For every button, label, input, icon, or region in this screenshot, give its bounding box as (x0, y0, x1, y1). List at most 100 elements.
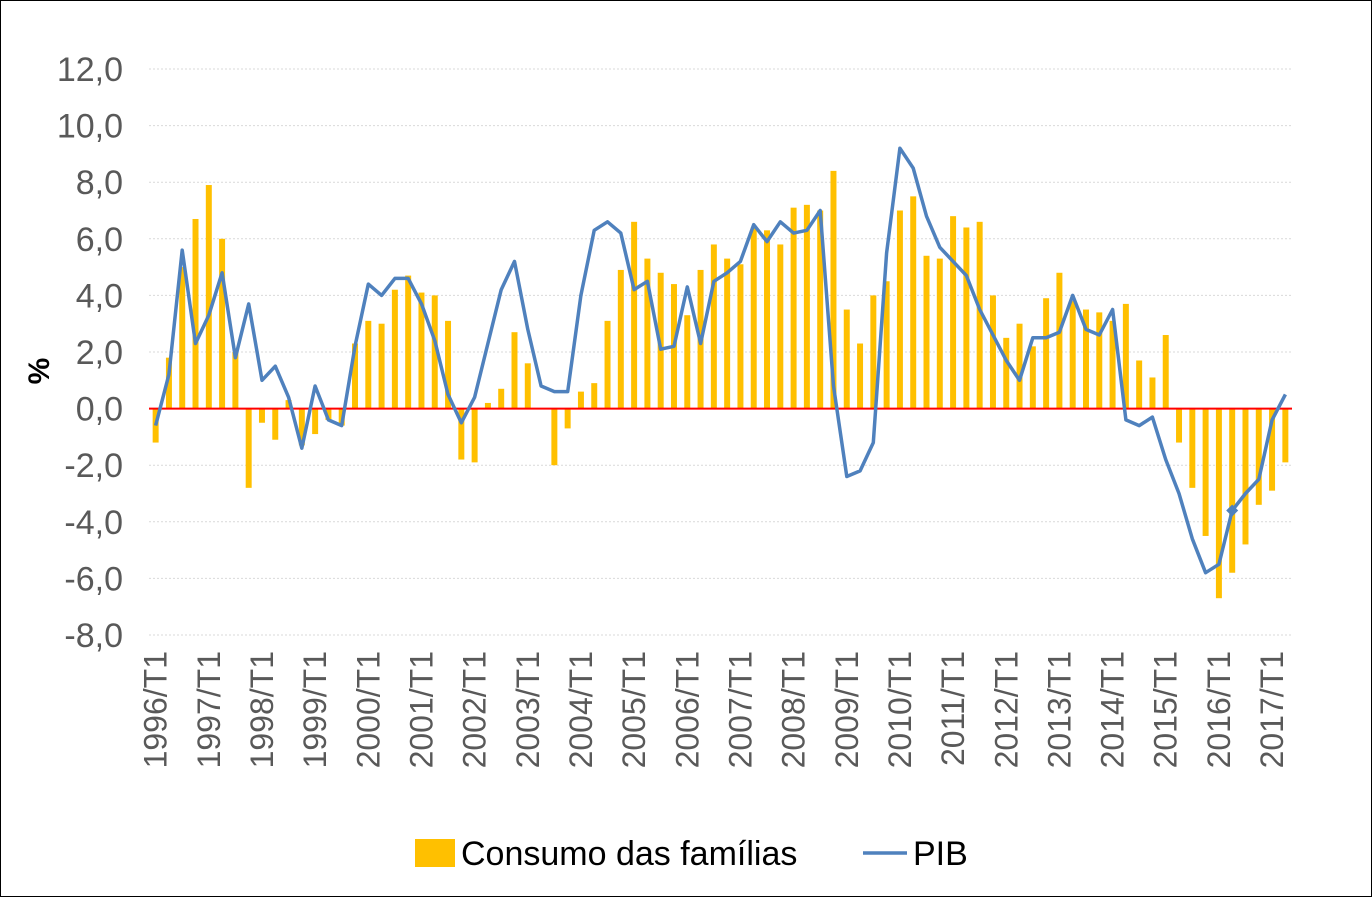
consumo-bar (165, 357, 172, 409)
consumo-bar (1202, 408, 1209, 536)
consumo-bar (817, 210, 824, 409)
consumo-bar (205, 185, 212, 409)
legend-label-pib: PIB (913, 835, 968, 873)
consumo-bar (365, 320, 372, 409)
x-tick-label: 1997/T1 (191, 651, 227, 768)
consumo-bar (963, 227, 970, 409)
y-tick-label: 0,0 (76, 391, 123, 429)
pib-point-marker (1226, 504, 1239, 517)
consumo-bar (923, 255, 930, 409)
x-tick-label: 2014/T1 (1095, 651, 1131, 768)
x-tick-label: 1996/T1 (138, 651, 174, 768)
consumo-bar (883, 281, 890, 409)
consumo-bar (232, 352, 239, 409)
consumo-bar (1176, 408, 1183, 443)
consumo-bar (1096, 312, 1103, 409)
x-tick-label: 2006/T1 (669, 651, 705, 768)
x-tick-label: 2016/T1 (1201, 651, 1237, 768)
consumo-bar (710, 244, 717, 409)
y-tick-label: 12,0 (57, 51, 123, 89)
y-tick-label: 4,0 (76, 277, 123, 315)
consumo-bar (1189, 408, 1196, 488)
x-tick-label: 2008/T1 (776, 651, 812, 768)
y-axis-label: % (23, 358, 56, 385)
consumo-bar (1056, 272, 1063, 409)
consumo-bar (830, 170, 837, 409)
x-tick-label: 2007/T1 (722, 651, 758, 768)
consumo-bar (285, 400, 292, 409)
y-tick-label: -8,0 (64, 617, 123, 655)
x-tick-label: 1999/T1 (297, 651, 333, 768)
consumo-bar (790, 207, 797, 409)
consumo-bar (272, 408, 279, 440)
consumo-bar (219, 238, 226, 409)
consumo-bar (1083, 309, 1089, 409)
x-tick-label: 2003/T1 (510, 651, 546, 768)
consumo-bar (471, 408, 478, 463)
x-tick-label: 2013/T1 (1041, 651, 1077, 768)
consumo-bar (192, 218, 199, 409)
consumo-bar (298, 408, 305, 446)
y-tick-label: 10,0 (57, 108, 123, 146)
y-tick-label: 2,0 (76, 334, 123, 372)
x-axis-ticks: 1996/T1 1997/T1 1998/T1 1999/T1 2000/T1 2001/… (138, 651, 1290, 768)
consumo-bar (644, 258, 651, 409)
consumo-bar (179, 267, 186, 409)
consumo-bar (604, 320, 611, 409)
consumo-bar (458, 408, 465, 460)
consumo-bar (910, 196, 917, 409)
legend: Consumo das famílias PIB (415, 835, 968, 873)
consumo-bar (258, 408, 265, 423)
consumo-bar (498, 388, 505, 409)
consumo-bar (1282, 408, 1289, 463)
y-tick-label: -6,0 (64, 560, 123, 598)
x-tick-label: 1998/T1 (244, 651, 280, 768)
consumo-bar (936, 258, 943, 409)
consumo-bar (777, 244, 784, 409)
consumo-bar (1122, 303, 1129, 409)
legend-label-consumo: Consumo das famílias (461, 835, 797, 873)
consumo-bar (245, 408, 252, 488)
y-tick-label: 6,0 (76, 221, 123, 259)
consumo-bar (1215, 408, 1222, 599)
consumo-bar (378, 323, 385, 409)
consumo-bar (1003, 337, 1010, 409)
consumo-bar (524, 363, 531, 409)
consumo-bar (803, 204, 810, 409)
consumo-bar (1069, 301, 1076, 409)
x-tick-label: 2015/T1 (1148, 651, 1184, 768)
consumo-bar (1136, 360, 1143, 409)
consumo-bar (1229, 408, 1236, 573)
consumo-bar (684, 315, 691, 409)
x-tick-label: 2002/T1 (457, 651, 493, 768)
x-tick-label: 2005/T1 (616, 651, 652, 768)
consumo-bar (631, 221, 638, 409)
consumo-bar (1043, 298, 1050, 409)
consumo-bar (724, 258, 731, 409)
consumo-bar (1242, 408, 1249, 545)
consumo-bar (750, 227, 757, 409)
consumo-bar (325, 408, 332, 420)
y-tick-label: 8,0 (76, 164, 123, 202)
consumo-bar (418, 292, 425, 409)
pib-line (153, 146, 1287, 575)
consumo-bar (1162, 335, 1169, 409)
consumo-bar (1029, 346, 1036, 409)
y-axis-ticks: 12,0 10,0 8,0 6,0 4,0 2,0 0,0 -2,0 -4,0 -6,0 -8,0 (57, 51, 123, 655)
consumo-bar (1016, 323, 1023, 409)
consumo-bar (843, 309, 850, 409)
consumo-bars (152, 170, 1289, 599)
consumo-bar (312, 408, 319, 435)
consumo-bar (950, 216, 957, 409)
consumo-bar (577, 391, 584, 409)
x-tick-label: 2017/T1 (1254, 651, 1290, 768)
consumo-bar (737, 264, 744, 409)
consumo-bar (405, 275, 412, 409)
consumo-bar (989, 295, 996, 409)
x-tick-label: 2011/T1 (935, 651, 971, 766)
consumo-bar (391, 289, 398, 409)
consumo-bar (870, 295, 877, 409)
consumo-bar (431, 295, 438, 409)
y-tick-label: -2,0 (64, 447, 123, 485)
